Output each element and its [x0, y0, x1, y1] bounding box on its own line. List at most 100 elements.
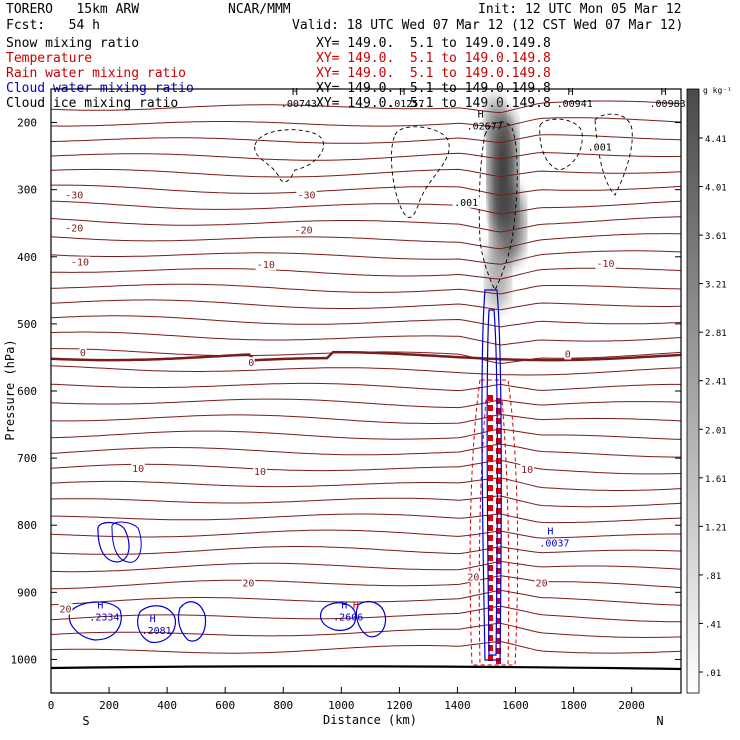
rain-core-mark: [496, 458, 501, 464]
rain-core-mark: [488, 415, 493, 421]
isotherm: [51, 428, 681, 440]
ground-surface: [50, 665, 682, 671]
rain-core-mark: [488, 515, 493, 521]
rain-core-mark: [488, 445, 493, 451]
cloud-water-contour: [177, 601, 207, 642]
cloud-water-contour: [319, 602, 357, 631]
colorbar-tick-label: 2.41: [705, 378, 727, 388]
contour-label-bg: [595, 257, 616, 269]
rain-core-mark: [496, 398, 501, 404]
rain-core-mark: [496, 448, 501, 454]
isotherm: [51, 365, 681, 376]
isotherm: [51, 413, 681, 424]
max-marker: H: [341, 601, 347, 612]
isotherm: [51, 513, 681, 524]
y-tick-label: 400: [17, 251, 37, 264]
x-tick-label: 1400: [444, 699, 471, 712]
x-tick-label: 600: [215, 699, 235, 712]
isotherm: [51, 134, 681, 144]
isotherm: [51, 348, 681, 365]
isotherm: [51, 117, 681, 128]
contour-label: 20: [467, 572, 479, 583]
isotherm: [51, 589, 681, 606]
rain-core-mark: [496, 428, 501, 434]
contour-label: .001: [454, 198, 478, 209]
x-tick-label: 400: [157, 699, 177, 712]
rain-core-mark: [488, 485, 493, 491]
snow-contour: [594, 113, 633, 196]
rain-core-mark: [496, 558, 501, 564]
rain-core-mark: [496, 588, 501, 594]
isotherm: [51, 640, 681, 654]
isotherm: [51, 250, 681, 265]
cloud-water-contour: [111, 521, 142, 563]
isotherm: [51, 299, 681, 311]
contour-label-bg: [253, 465, 267, 477]
contour-label: 20: [242, 578, 254, 589]
max-value: .01257: [388, 99, 424, 110]
snow-contour: [391, 126, 450, 218]
contour-label: 10: [132, 464, 144, 475]
x-tick-label: 200: [99, 699, 119, 712]
cloud-water-contour: [481, 289, 502, 661]
max-marker: H: [661, 87, 667, 98]
max-marker: H: [547, 527, 553, 538]
y-tick-label: 600: [17, 385, 37, 398]
rain-core-mark: [496, 498, 501, 504]
max-value: .2606: [333, 613, 363, 624]
rain-core-mark: [496, 418, 501, 424]
contour-label: .001: [588, 143, 612, 154]
contour-label-bg: [520, 463, 534, 475]
isotherm: [51, 443, 681, 458]
field-name-cloud-ice: Cloud ice mixing ratio: [6, 96, 179, 111]
isotherm: [51, 168, 681, 178]
cloud-water-contours: [68, 289, 502, 661]
field-name-rain: Rain water mixing ratio: [6, 66, 187, 81]
rain-core-mark: [488, 605, 493, 611]
y-tick-label: 700: [17, 452, 37, 465]
y-tick-label: 800: [17, 519, 37, 532]
rain-core-mark: [496, 518, 501, 524]
contour-label: -30: [65, 190, 83, 201]
x-axis-end-south: S: [82, 714, 89, 728]
colorbar-tick-label: 1.21: [705, 523, 727, 533]
ground-line: [50, 665, 682, 671]
colorbar-tick-label: .41: [705, 620, 721, 630]
contour-label: 10: [521, 465, 533, 476]
rain-core-mark: [488, 645, 493, 651]
rain-core-mark: [488, 405, 493, 411]
x-tick-label: 800: [273, 699, 293, 712]
contour-label-bg: [58, 603, 73, 615]
rain-core-mark: [488, 655, 493, 661]
isotherm: [51, 605, 681, 623]
field-name-temperature: Temperature: [6, 51, 93, 66]
rain-core-mark: [488, 545, 493, 551]
isotherm: [51, 495, 681, 508]
isotherm-zero: [51, 350, 681, 362]
x-tick-label: 1200: [386, 699, 413, 712]
contour-labels: -30 -30 -20 -20 -10 -10 -10 0 0 0 10 10 10 20 20 20 20 .0…: [58, 87, 686, 637]
field-xy-snow: XY= 149.0. 5.1 to 149.0.149.8: [316, 36, 551, 51]
contour-label: -20: [65, 223, 83, 234]
rain-core-mark: [488, 555, 493, 561]
rain-core-mark: [496, 548, 501, 554]
snow-contour: [254, 129, 324, 183]
isotherm: [51, 331, 681, 346]
max-value: .00983: [650, 99, 686, 110]
rain-core-mark: [496, 628, 501, 634]
colorbar-tick-label: 3.21: [705, 281, 727, 291]
cloud-water-contour: [137, 605, 177, 644]
rain-core-mark: [496, 528, 501, 534]
colorbar-tick-label: 4.01: [705, 184, 727, 194]
contour-label: -10: [257, 260, 275, 271]
rain-core-mark: [496, 608, 501, 614]
contour-label: 0: [565, 349, 571, 360]
rain-core-mark: [488, 635, 493, 641]
colorbar-tick-label: 2.01: [705, 426, 727, 436]
rain-core-mark: [488, 535, 493, 541]
y-tick-label: 1000: [11, 653, 38, 666]
x-tick-label: 1600: [502, 699, 529, 712]
colorbar-ticks: 4.41 4.01 3.61 3.21 2.81 2.41 2.01 1.61 1.21 .81.…: [699, 135, 727, 679]
